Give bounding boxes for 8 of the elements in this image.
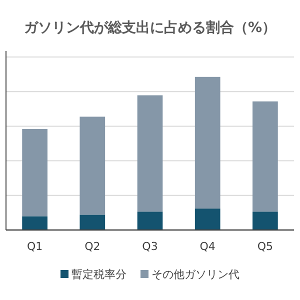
legend-label: 暫定税率分 (72, 268, 126, 281)
legend-label: その他ガソリン代 (152, 268, 240, 281)
title: ガソリン代が総支出に占める割合（%） (24, 20, 276, 36)
x-tick-label: Q5 (257, 240, 274, 253)
x-tick-label: Q2 (84, 240, 100, 253)
x-tick-label: Q4 (200, 240, 216, 253)
x-tick-label: Q1 (26, 240, 43, 253)
x-tick-label: Q3 (142, 240, 158, 253)
